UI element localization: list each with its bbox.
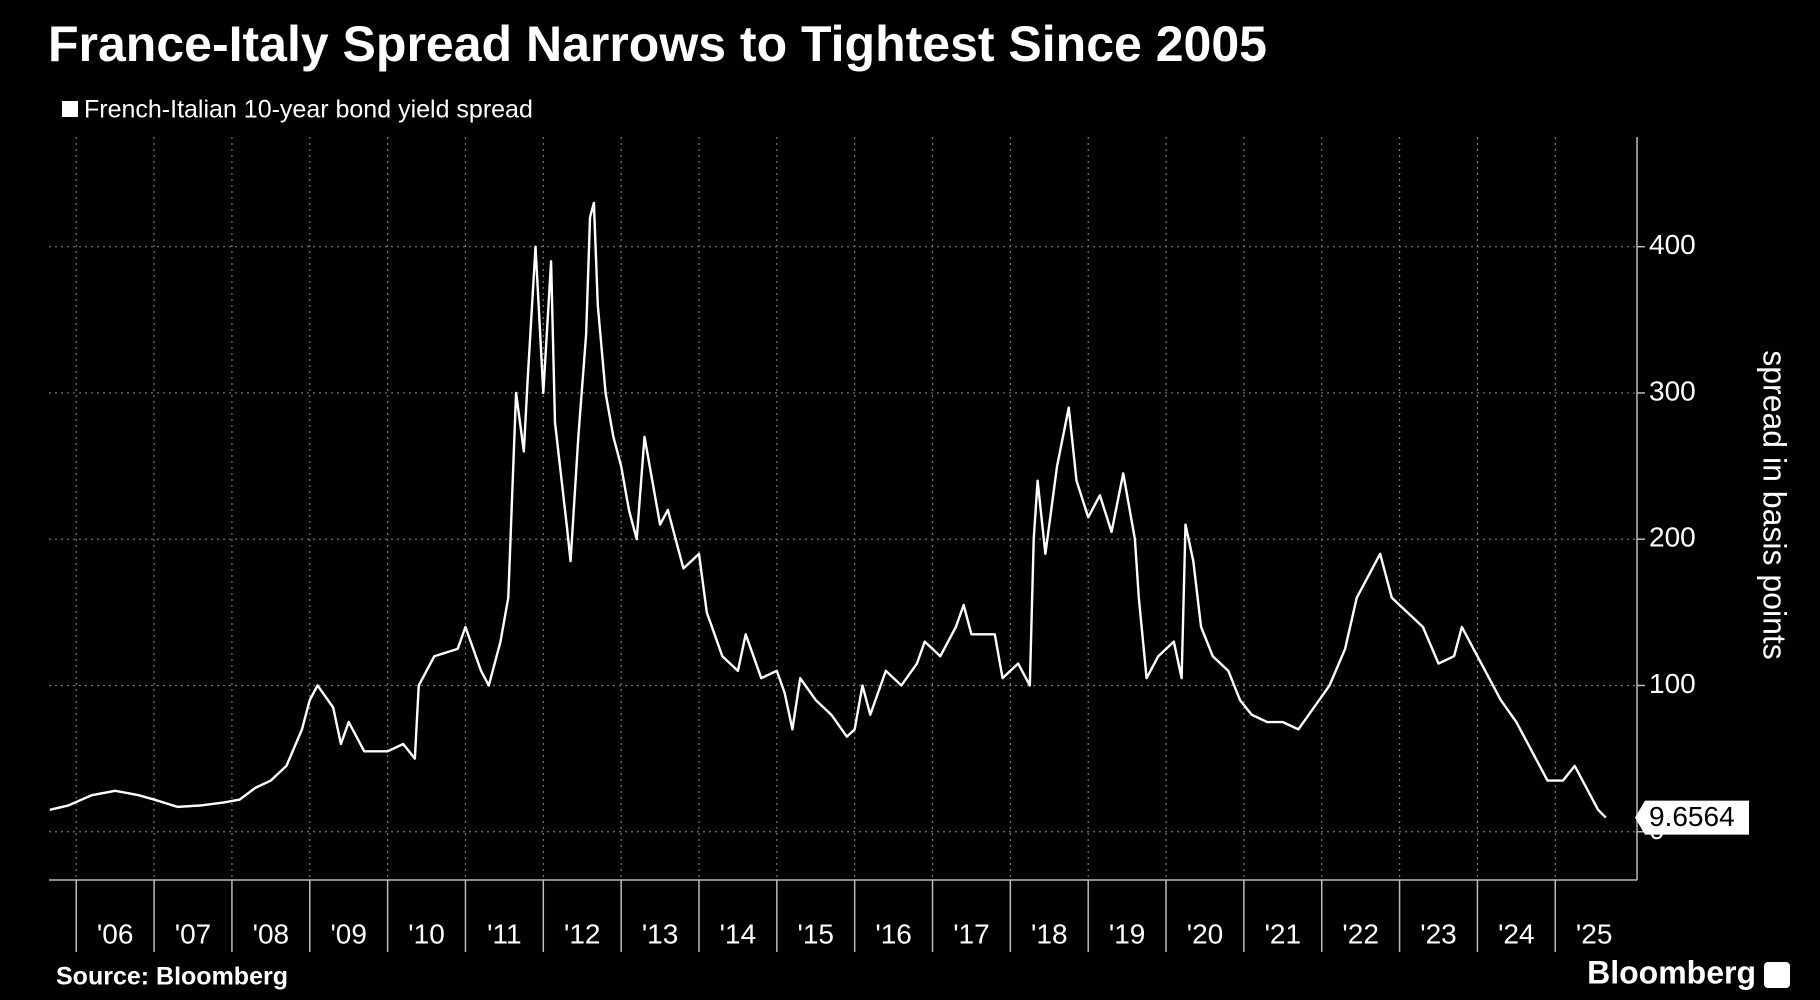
x-tick-label: '09 (330, 918, 367, 949)
y-tick-label: 100 (1649, 668, 1696, 699)
x-tick-label: '22 (1342, 918, 1379, 949)
y-tick-label: 300 (1649, 375, 1696, 406)
x-tick-label: '17 (953, 918, 990, 949)
x-tick-label: '11 (487, 918, 521, 949)
x-tick-label: '15 (798, 918, 835, 949)
line-series (49, 201, 1607, 819)
x-tick-label: '10 (408, 918, 445, 949)
legend-label: French-Italian 10-year bond yield spread (84, 96, 533, 124)
last-value-label: 9.6564 (1649, 801, 1735, 832)
x-tick-label: '16 (875, 918, 912, 949)
x-tick-label: '13 (642, 918, 679, 949)
x-tick-label: '07 (175, 918, 212, 949)
x-tick-label: '19 (1109, 918, 1146, 949)
y-axis-label: spread in basis points (1757, 350, 1793, 660)
brand-icon (1764, 962, 1790, 988)
x-tick-label: '18 (1031, 918, 1068, 949)
x-tick-label: '06 (97, 918, 134, 949)
source: Source: Bloomberg (56, 963, 288, 991)
x-tick-label: '21 (1265, 918, 1302, 949)
y-tick-label: 400 (1649, 229, 1696, 260)
x-tick-label: '20 (1187, 918, 1224, 949)
last-value-box (1635, 800, 1749, 835)
chart-title: France-Italy Spread Narrows to Tightest … (48, 16, 1267, 72)
x-tick-label: '08 (253, 918, 290, 949)
x-tick-label: '14 (720, 918, 757, 949)
x-tick-label: '23 (1420, 918, 1457, 949)
x-tick-label: '24 (1498, 918, 1535, 949)
legend-swatch (62, 101, 78, 117)
x-tick-label: '25 (1576, 918, 1613, 949)
y-tick-label: 200 (1649, 522, 1696, 553)
x-tick-label: '12 (564, 918, 601, 949)
brand: Bloomberg (1587, 954, 1756, 990)
